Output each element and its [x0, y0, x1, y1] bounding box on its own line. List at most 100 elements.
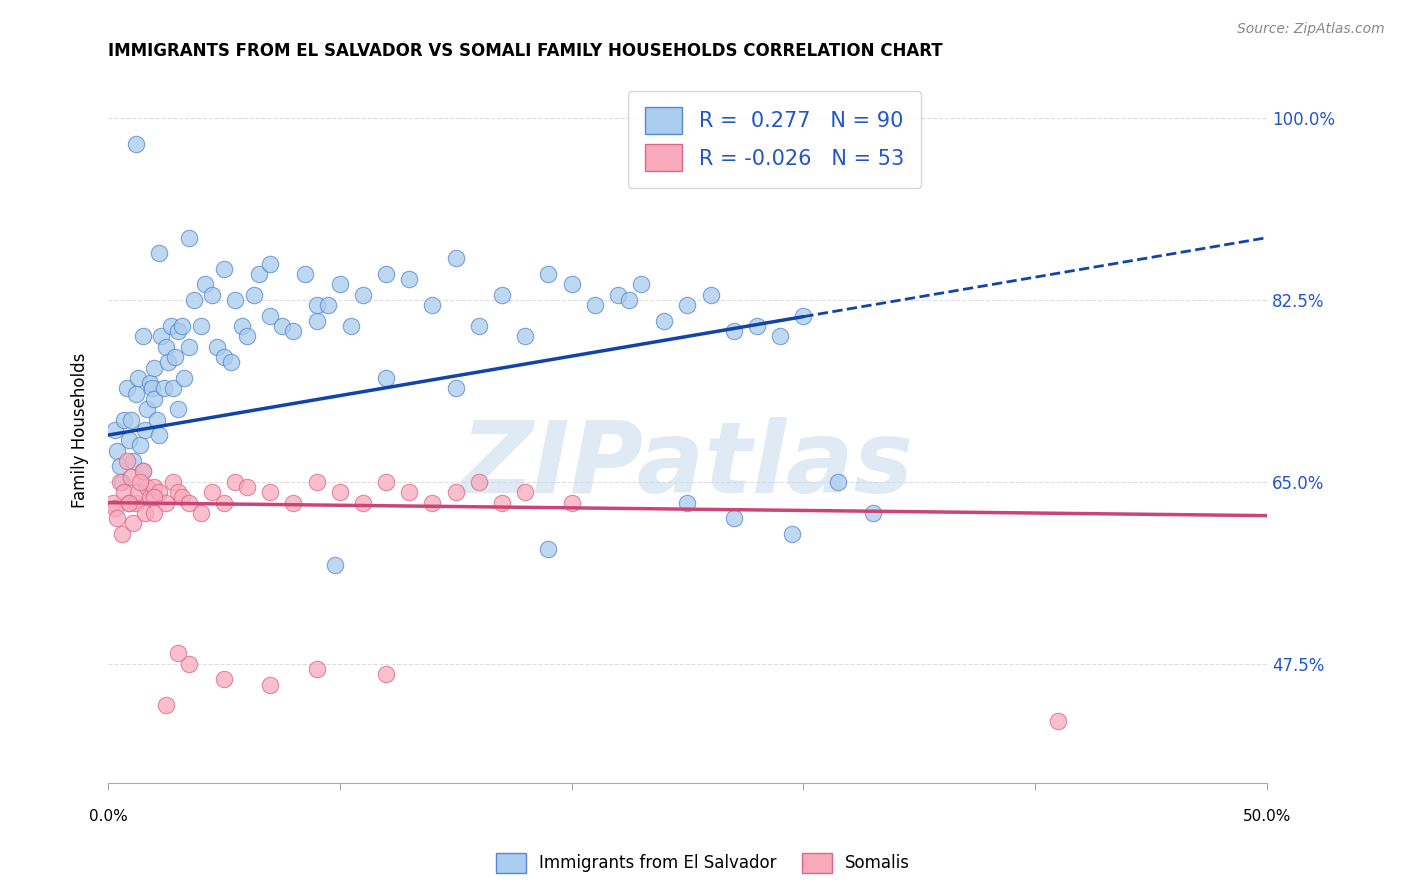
Point [118, 496, 141, 510]
Point [115, 454, 138, 468]
Point [179, 230, 201, 244]
Point [136, 480, 159, 494]
Point [352, 496, 374, 510]
Point [205, 340, 228, 354]
Point [145, 412, 167, 426]
Point [792, 309, 814, 323]
Point [259, 309, 281, 323]
Point [120, 412, 142, 426]
Point [468, 318, 491, 333]
Point [101, 496, 124, 510]
Point [537, 267, 560, 281]
Point [329, 277, 352, 292]
Point [105, 511, 128, 525]
Point [305, 314, 328, 328]
Point [422, 298, 444, 312]
Point [398, 272, 420, 286]
Point [112, 485, 135, 500]
Point [212, 261, 235, 276]
Point [179, 340, 201, 354]
Point [155, 340, 177, 354]
Point [132, 465, 155, 479]
Point [125, 386, 148, 401]
Point [352, 288, 374, 302]
Point [166, 402, 188, 417]
Point [136, 402, 159, 417]
Point [183, 293, 205, 307]
Point [270, 318, 292, 333]
Point [537, 542, 560, 557]
Point [112, 412, 135, 426]
Point [212, 350, 235, 364]
Point [104, 423, 127, 437]
Point [444, 252, 467, 266]
Point [159, 318, 181, 333]
Point [247, 267, 270, 281]
Point [212, 496, 235, 510]
Point [148, 485, 170, 500]
Point [143, 506, 166, 520]
Point [143, 360, 166, 375]
Point [179, 657, 201, 671]
Legend: Immigrants from El Salvador, Somalis: Immigrants from El Salvador, Somalis [489, 847, 917, 880]
Point [105, 443, 128, 458]
Point [316, 298, 339, 312]
Point [259, 485, 281, 500]
Point [143, 491, 166, 505]
Point [676, 298, 699, 312]
Point [723, 324, 745, 338]
Point [606, 288, 628, 302]
Point [375, 267, 398, 281]
Point [155, 496, 177, 510]
Point [676, 496, 699, 510]
Point [340, 318, 363, 333]
Point [305, 475, 328, 489]
Point [150, 329, 173, 343]
Point [236, 480, 259, 494]
Point [155, 698, 177, 713]
Point [172, 491, 194, 505]
Point [294, 267, 316, 281]
Point [375, 371, 398, 385]
Point [619, 293, 641, 307]
Point [125, 496, 148, 510]
Point [165, 350, 187, 364]
Point [201, 485, 224, 500]
Point [219, 355, 242, 369]
Point [127, 485, 149, 500]
Point [129, 438, 152, 452]
Point [108, 475, 131, 489]
Point [723, 511, 745, 525]
Point [166, 324, 188, 338]
Point [194, 277, 217, 292]
Point [148, 428, 170, 442]
Point [166, 485, 188, 500]
Point [108, 459, 131, 474]
Point [745, 318, 768, 333]
Point [111, 526, 134, 541]
Text: ZIPatlas: ZIPatlas [461, 417, 914, 514]
Point [769, 329, 792, 343]
Point [561, 496, 583, 510]
Point [166, 646, 188, 660]
Point [243, 288, 266, 302]
Point [134, 506, 156, 520]
Point [162, 381, 184, 395]
Point [323, 558, 346, 572]
Point [422, 496, 444, 510]
Point [375, 475, 398, 489]
Point [224, 293, 246, 307]
Point [129, 475, 152, 489]
Point [236, 329, 259, 343]
Point [561, 277, 583, 292]
Point [118, 434, 141, 448]
Point [491, 496, 513, 510]
Point [190, 506, 212, 520]
Point [127, 371, 149, 385]
Point [305, 662, 328, 676]
Point [1047, 714, 1070, 728]
Point [138, 376, 160, 391]
Point [283, 496, 305, 510]
Text: 0.0%: 0.0% [89, 809, 128, 824]
Point [699, 288, 721, 302]
